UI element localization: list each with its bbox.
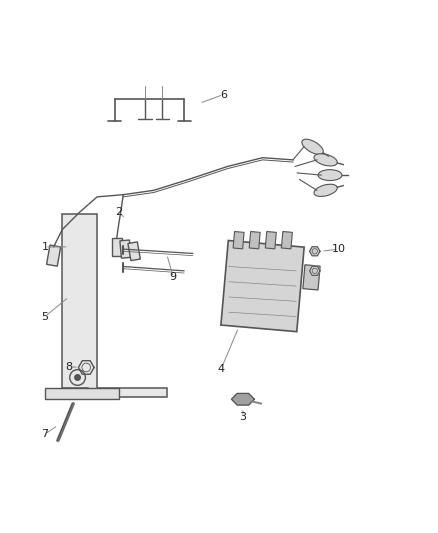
- Text: 7: 7: [41, 429, 49, 439]
- Ellipse shape: [314, 154, 337, 166]
- Polygon shape: [45, 389, 119, 399]
- Text: 10: 10: [332, 244, 346, 254]
- Bar: [303, 265, 320, 290]
- Text: 9: 9: [170, 272, 177, 282]
- Circle shape: [74, 374, 81, 381]
- Bar: [221, 240, 304, 332]
- Bar: [249, 231, 260, 249]
- Ellipse shape: [314, 184, 337, 197]
- Bar: [46, 245, 61, 266]
- Text: 8: 8: [65, 361, 72, 372]
- Polygon shape: [310, 266, 320, 276]
- Bar: [112, 238, 121, 256]
- Text: 6: 6: [220, 90, 227, 100]
- Text: 2: 2: [115, 207, 123, 217]
- Text: 4: 4: [218, 364, 225, 374]
- Polygon shape: [62, 214, 167, 397]
- Text: 3: 3: [240, 411, 247, 422]
- Bar: [128, 242, 140, 261]
- Bar: [281, 231, 293, 249]
- Ellipse shape: [318, 169, 342, 181]
- Text: 5: 5: [42, 312, 49, 321]
- Bar: [120, 240, 131, 258]
- Polygon shape: [231, 393, 254, 405]
- Text: 1: 1: [42, 242, 49, 252]
- Bar: [233, 231, 244, 249]
- Bar: [265, 231, 276, 249]
- Polygon shape: [310, 247, 320, 256]
- Ellipse shape: [302, 139, 323, 155]
